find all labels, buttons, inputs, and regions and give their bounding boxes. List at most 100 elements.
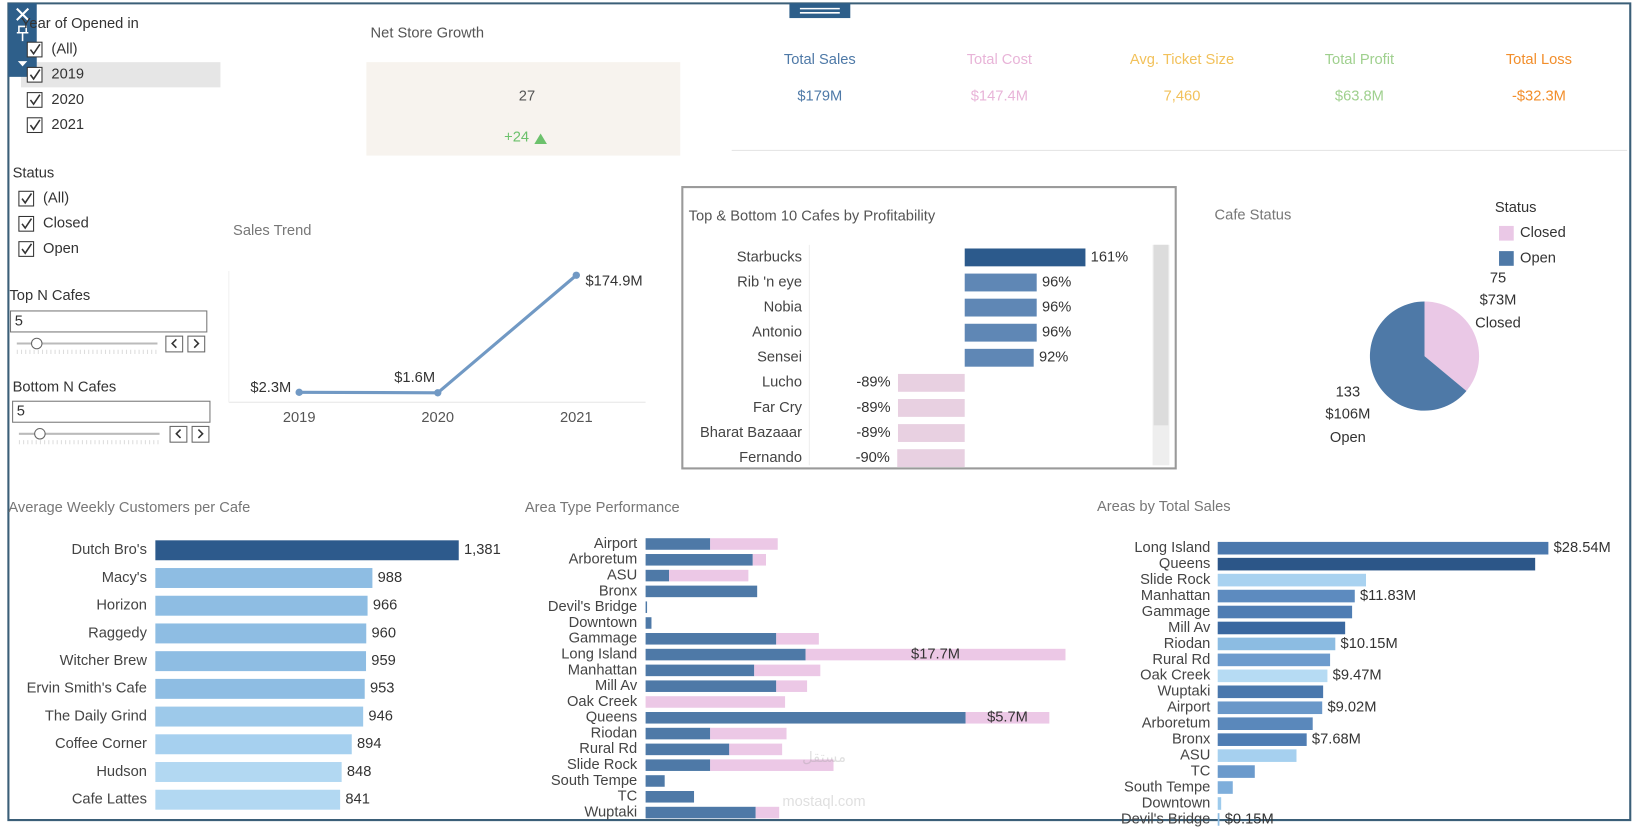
legend-swatch[interactable] [1499, 251, 1514, 266]
bar [1217, 701, 1323, 715]
data-label: -89% [856, 425, 890, 441]
bar [155, 734, 352, 755]
data-label: $5.7M [987, 710, 1028, 726]
slider-knob[interactable] [30, 337, 43, 350]
check-mark [21, 192, 33, 205]
menu-icon[interactable] [17, 61, 28, 67]
category-label: Lucho [762, 375, 802, 391]
step-button[interactable] [169, 425, 188, 443]
bar [1217, 733, 1307, 746]
check-mark [29, 119, 41, 131]
data-label: 841 [345, 792, 370, 808]
category-label: Long Island [1134, 540, 1210, 556]
bar [155, 706, 364, 727]
step-button[interactable] [165, 335, 184, 353]
data-label: $174.9M [586, 273, 643, 289]
category-label: Downtown [569, 615, 638, 631]
metric-value: $179M [797, 89, 842, 105]
bar-segment [645, 617, 652, 629]
data-label: 959 [371, 653, 396, 669]
chart-title: Areas by Total Sales [1097, 499, 1231, 515]
bar-segment [645, 633, 777, 645]
category-label: Rural Rd [1152, 652, 1210, 668]
bar [1217, 717, 1313, 731]
category-label: Devil's Bridge [548, 599, 637, 615]
handle-lines [799, 7, 840, 14]
chart-title: Area Type Performance [525, 500, 680, 516]
pie-slice [1424, 301, 1480, 392]
bar-segment [965, 712, 1050, 724]
x-tick-label: 2020 [421, 410, 454, 426]
step-button[interactable] [187, 335, 206, 353]
bar [155, 568, 373, 588]
data-label: $106M [1325, 407, 1370, 423]
close-icon[interactable] [16, 7, 30, 21]
filter-option: 2019 [51, 67, 84, 83]
input-box[interactable] [12, 400, 211, 423]
bar [155, 540, 459, 561]
bar [1217, 621, 1346, 635]
data-label: $9.47M [1333, 668, 1382, 684]
bar-segment [752, 554, 766, 566]
category-label: Starbucks [737, 249, 802, 265]
chevron [175, 429, 182, 439]
bar [964, 323, 1037, 342]
data-label: $1.6M [394, 370, 435, 386]
data-label: $0.15M [1225, 811, 1274, 827]
category-label: Arboretum [1142, 716, 1211, 732]
category-label: Horizon [96, 598, 147, 614]
metric-value: $147.4M [971, 89, 1028, 105]
input-value: 5 [17, 404, 25, 420]
category-label: Wuptaki [1158, 684, 1211, 700]
data-label: -90% [856, 450, 890, 466]
drag-handle[interactable] [789, 3, 851, 19]
data-label: 133 [1336, 385, 1361, 401]
legend-swatch[interactable] [1499, 225, 1514, 241]
bar-segment [710, 759, 834, 771]
step-button[interactable] [191, 425, 210, 443]
bar [964, 348, 1034, 367]
category-label: ASU [1180, 747, 1210, 763]
scroll-thumb[interactable] [1153, 244, 1169, 426]
input-box[interactable] [9, 310, 208, 333]
input-value: 5 [15, 313, 23, 329]
category-label: Rib 'n eye [737, 274, 802, 290]
category-label: Bronx [599, 583, 638, 599]
data-label: 96% [1042, 325, 1071, 341]
bar [1217, 813, 1220, 826]
bar-segment [776, 680, 808, 692]
bar [155, 789, 341, 810]
watermark-url: mostaql.com [782, 794, 865, 810]
legend-label: Open [1520, 250, 1556, 266]
bar-segment [669, 569, 749, 582]
chart-box [681, 186, 1177, 470]
category-label: Ervin Smith's Cafe [27, 681, 147, 697]
category-label: Slide Rock [567, 757, 638, 773]
bar [155, 623, 367, 644]
float-panel[interactable] [8, 3, 37, 77]
bar [1217, 749, 1297, 762]
data-label: 966 [373, 598, 398, 614]
pin-icon[interactable] [16, 25, 29, 42]
data-label: 848 [347, 764, 372, 780]
data-label: 161% [1091, 249, 1129, 265]
data-label: $17.7M [911, 646, 960, 662]
data-label: $73M [1480, 292, 1517, 308]
bar-segment [645, 569, 670, 582]
bar [1217, 797, 1222, 810]
category-label: Sensei [757, 350, 802, 366]
category-label: Queens [586, 710, 637, 726]
legend-title: Status [1495, 200, 1537, 216]
category-label: Oak Creek [1140, 668, 1211, 684]
bar [155, 762, 342, 782]
chart-title: Cafe Status [1215, 207, 1292, 223]
point [295, 388, 303, 396]
bar-segment [729, 743, 783, 756]
data-label: $7.68M [1312, 732, 1361, 748]
bar-segment [645, 538, 711, 550]
frame [7, 2, 1632, 822]
slider-knob[interactable] [34, 427, 46, 440]
data-label: 1,381 [464, 542, 501, 558]
category-label: Riodan [1164, 636, 1211, 652]
category-label: Dutch Bro's [72, 542, 147, 558]
